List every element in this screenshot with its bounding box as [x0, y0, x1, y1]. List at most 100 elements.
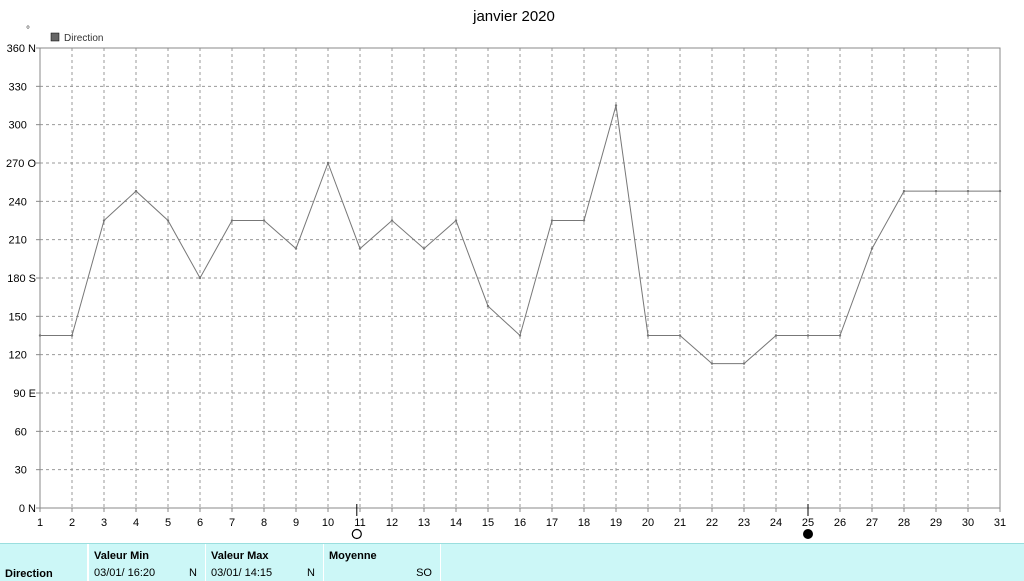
legend-swatch	[50, 32, 60, 42]
y-tick-label: 60	[15, 426, 36, 438]
x-tick-label: 21	[674, 517, 686, 529]
chart-title: janvier 2020	[472, 8, 555, 25]
footer-avg-header: Moyenne	[329, 550, 377, 562]
data-point	[38, 334, 42, 337]
new-moon-icon	[803, 529, 813, 539]
footer-max-dir: N	[307, 567, 315, 579]
moon-markers	[351, 504, 813, 540]
x-tick-label: 29	[930, 517, 942, 529]
data-point	[102, 219, 106, 222]
data-point	[582, 219, 586, 222]
x-tick-label: 30	[962, 517, 974, 529]
footer-avg-dir: SO	[416, 567, 432, 579]
footer-min-dir: N	[189, 567, 197, 579]
x-tick-label: 11	[354, 517, 365, 529]
data-point	[678, 334, 682, 337]
data-point	[70, 334, 74, 337]
y-axis: 0 N 30 60 90 E 120 150 180 S 210 240 270 O 3…	[6, 43, 40, 515]
data-point	[358, 247, 362, 250]
footer-avg-cell: Moyenne SO	[324, 544, 441, 581]
x-tick-label: 5	[165, 517, 171, 529]
y-tick-label: 0 N	[19, 503, 36, 515]
legend-label: Direction	[64, 33, 103, 44]
x-tick-label: 15	[482, 517, 494, 529]
series-direction	[38, 104, 1002, 365]
data-point	[454, 219, 458, 222]
stats-footer: Direction Valeur Min 03/01/ 16:20 N Vale…	[0, 543, 1024, 581]
x-tick-label: 28	[898, 517, 910, 529]
data-point	[806, 334, 810, 337]
footer-min-datetime: 03/01/ 16:20	[94, 567, 156, 579]
y-tick-label: 90 E	[13, 388, 36, 400]
x-tick-label: 2	[69, 517, 75, 529]
x-axis: 1 2 3 4 5 6 7 8 9 10 11 12 13 14 15 16 17 18 19 20 21 22 23 24 2…	[37, 508, 1006, 529]
x-tick-label: 16	[514, 517, 526, 529]
data-point	[166, 219, 170, 222]
data-point	[934, 189, 938, 193]
direction-chart: janvier 2020 ° Direction 0 N30 60 90 E12…	[6, 8, 1006, 540]
x-tick-label: 10	[322, 517, 334, 529]
footer-max-cell: Valeur Max 03/01/ 14:15 N	[206, 544, 324, 581]
y-tick-label: 300	[8, 120, 36, 132]
x-tick-label: 17	[546, 517, 558, 529]
footer-row-label: Direction	[5, 568, 53, 580]
x-tick-label: 4	[133, 517, 139, 529]
x-tick-label: 26	[834, 517, 846, 529]
y-tick-label: 150	[8, 311, 36, 323]
data-point	[710, 362, 714, 365]
x-tick-label: 20	[642, 517, 654, 529]
y-tick-label: 120	[8, 350, 36, 362]
x-tick-label: 23	[738, 517, 750, 529]
data-point	[774, 334, 778, 337]
y-tick-label: 30	[15, 465, 36, 477]
x-tick-label: 7	[229, 517, 235, 529]
x-tick-label: 8	[261, 517, 267, 529]
data-point	[742, 362, 746, 365]
grid	[40, 48, 1000, 508]
x-tick-label: 18	[578, 517, 590, 529]
x-tick-label: 31	[994, 517, 1006, 529]
footer-min-cell: Valeur Min 03/01/ 16:20 N	[88, 544, 206, 581]
data-point	[198, 276, 202, 280]
x-tick-label: 24	[770, 517, 782, 529]
data-point	[390, 219, 394, 222]
x-tick-label: 1	[37, 517, 43, 529]
data-point	[966, 189, 970, 193]
data-point	[550, 219, 554, 222]
x-tick-label: 14	[450, 517, 462, 529]
data-point	[614, 104, 618, 107]
data-point	[262, 219, 266, 222]
y-tick-label: 210	[8, 235, 36, 247]
y-tick-label: 240	[8, 196, 36, 208]
full-moon-icon	[351, 528, 362, 540]
footer-max-header: Valeur Max	[211, 550, 269, 562]
x-tick-label: 9	[293, 517, 299, 529]
footer-max-datetime: 03/01/ 14:15	[211, 567, 273, 579]
data-point	[518, 334, 522, 337]
data-point	[294, 247, 298, 250]
x-tick-label: 19	[610, 517, 622, 529]
x-tick-label: 3	[101, 517, 107, 529]
x-tick-label: 13	[418, 517, 430, 529]
y-tick-label: 180 S	[7, 273, 36, 285]
data-point	[326, 161, 330, 165]
data-point	[134, 189, 138, 193]
data-point	[998, 189, 1002, 193]
data-point	[646, 334, 650, 337]
data-point	[486, 304, 490, 308]
plot-frame	[39, 47, 1001, 509]
x-tick-label: 25	[802, 517, 814, 529]
data-point	[230, 219, 234, 222]
data-point	[838, 334, 842, 337]
x-tick-label: 22	[706, 517, 718, 529]
data-point	[870, 247, 874, 250]
x-tick-label: 27	[866, 517, 878, 529]
y-tick-label: 270 O	[6, 158, 36, 170]
data-point	[902, 189, 906, 193]
y-tick-label: 360 N	[7, 43, 36, 55]
footer-row-label-cell: Direction	[0, 544, 88, 581]
x-tick-label: 6	[197, 517, 203, 529]
footer-min-header: Valeur Min	[94, 550, 150, 562]
data-point	[422, 247, 426, 250]
y-tick-label: 330	[8, 81, 36, 93]
